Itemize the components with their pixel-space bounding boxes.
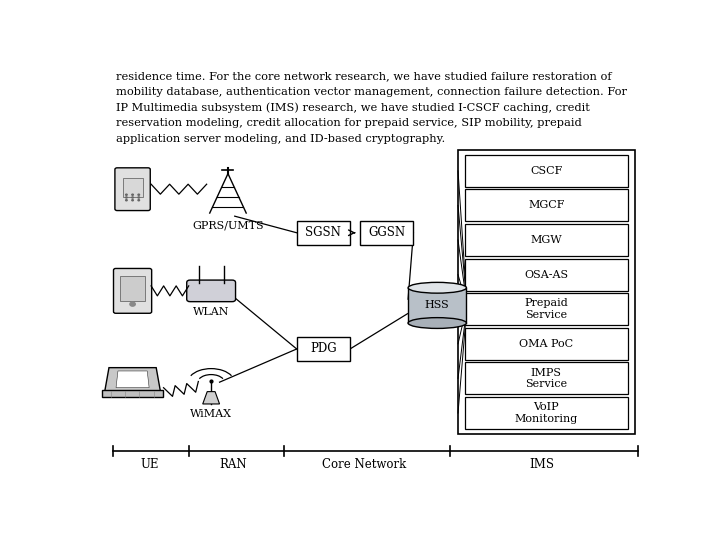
Polygon shape bbox=[203, 392, 219, 404]
Bar bbox=[465, 189, 628, 222]
Circle shape bbox=[138, 194, 140, 195]
Text: MGW: MGW bbox=[531, 235, 563, 245]
Text: UE: UE bbox=[140, 458, 159, 471]
Text: WiMAX: WiMAX bbox=[190, 409, 232, 419]
Text: WLAN: WLAN bbox=[193, 307, 230, 316]
Text: IMPS
Service: IMPS Service bbox=[526, 368, 568, 389]
Text: OSA-AS: OSA-AS bbox=[524, 270, 568, 280]
Text: VoIP
Monitoring: VoIP Monitoring bbox=[515, 402, 578, 424]
Circle shape bbox=[132, 199, 133, 201]
Text: GPRS/UMTS: GPRS/UMTS bbox=[192, 220, 264, 230]
Text: MGCF: MGCF bbox=[528, 201, 565, 210]
Bar bbox=[458, 150, 635, 434]
Circle shape bbox=[126, 199, 127, 201]
Bar bbox=[465, 259, 628, 291]
Polygon shape bbox=[116, 371, 149, 388]
FancyBboxPatch shape bbox=[187, 280, 235, 302]
Text: CSCF: CSCF bbox=[530, 166, 563, 176]
Text: residence time. For the core network research, we have studied failure restorati: residence time. For the core network res… bbox=[116, 71, 611, 81]
Bar bbox=[101, 390, 164, 397]
Bar bbox=[465, 293, 628, 325]
Bar bbox=[297, 221, 350, 245]
Bar bbox=[360, 221, 413, 245]
Ellipse shape bbox=[408, 317, 466, 328]
Bar bbox=[465, 155, 628, 187]
Bar bbox=[465, 397, 628, 429]
Text: PDG: PDG bbox=[310, 342, 337, 356]
Circle shape bbox=[126, 194, 127, 195]
Text: SGSN: SGSN bbox=[306, 226, 341, 239]
Text: GGSN: GGSN bbox=[369, 226, 405, 239]
Bar bbox=[465, 328, 628, 360]
Polygon shape bbox=[105, 368, 160, 391]
Text: IMS: IMS bbox=[530, 458, 555, 471]
FancyBboxPatch shape bbox=[114, 268, 151, 313]
Circle shape bbox=[130, 302, 135, 306]
Circle shape bbox=[132, 197, 133, 198]
Text: Prepaid
Service: Prepaid Service bbox=[524, 299, 568, 320]
Text: reservation modeling, credit allocation for prepaid service, SIP mobility, prepa: reservation modeling, credit allocation … bbox=[116, 118, 581, 128]
Bar bbox=[120, 275, 145, 301]
Text: IP Multimedia subsystem (IMS) research, we have studied I-CSCF caching, credit: IP Multimedia subsystem (IMS) research, … bbox=[116, 102, 589, 113]
Circle shape bbox=[138, 197, 140, 198]
Bar bbox=[408, 288, 466, 323]
Bar bbox=[465, 362, 628, 395]
FancyBboxPatch shape bbox=[115, 168, 151, 211]
Text: application server modeling, and ID-based cryptography.: application server modeling, and ID-base… bbox=[116, 134, 445, 144]
Bar bbox=[297, 337, 350, 361]
Text: HSS: HSS bbox=[425, 300, 450, 310]
Circle shape bbox=[126, 197, 127, 198]
Bar bbox=[122, 178, 143, 197]
Ellipse shape bbox=[408, 282, 466, 293]
Circle shape bbox=[132, 194, 133, 195]
Text: Core Network: Core Network bbox=[322, 458, 406, 471]
Text: RAN: RAN bbox=[220, 458, 248, 471]
Circle shape bbox=[138, 199, 140, 201]
Text: mobility database, authentication vector management, connection failure detectio: mobility database, authentication vector… bbox=[116, 87, 627, 96]
Bar bbox=[465, 224, 628, 256]
Text: OMA PoC: OMA PoC bbox=[519, 339, 573, 349]
